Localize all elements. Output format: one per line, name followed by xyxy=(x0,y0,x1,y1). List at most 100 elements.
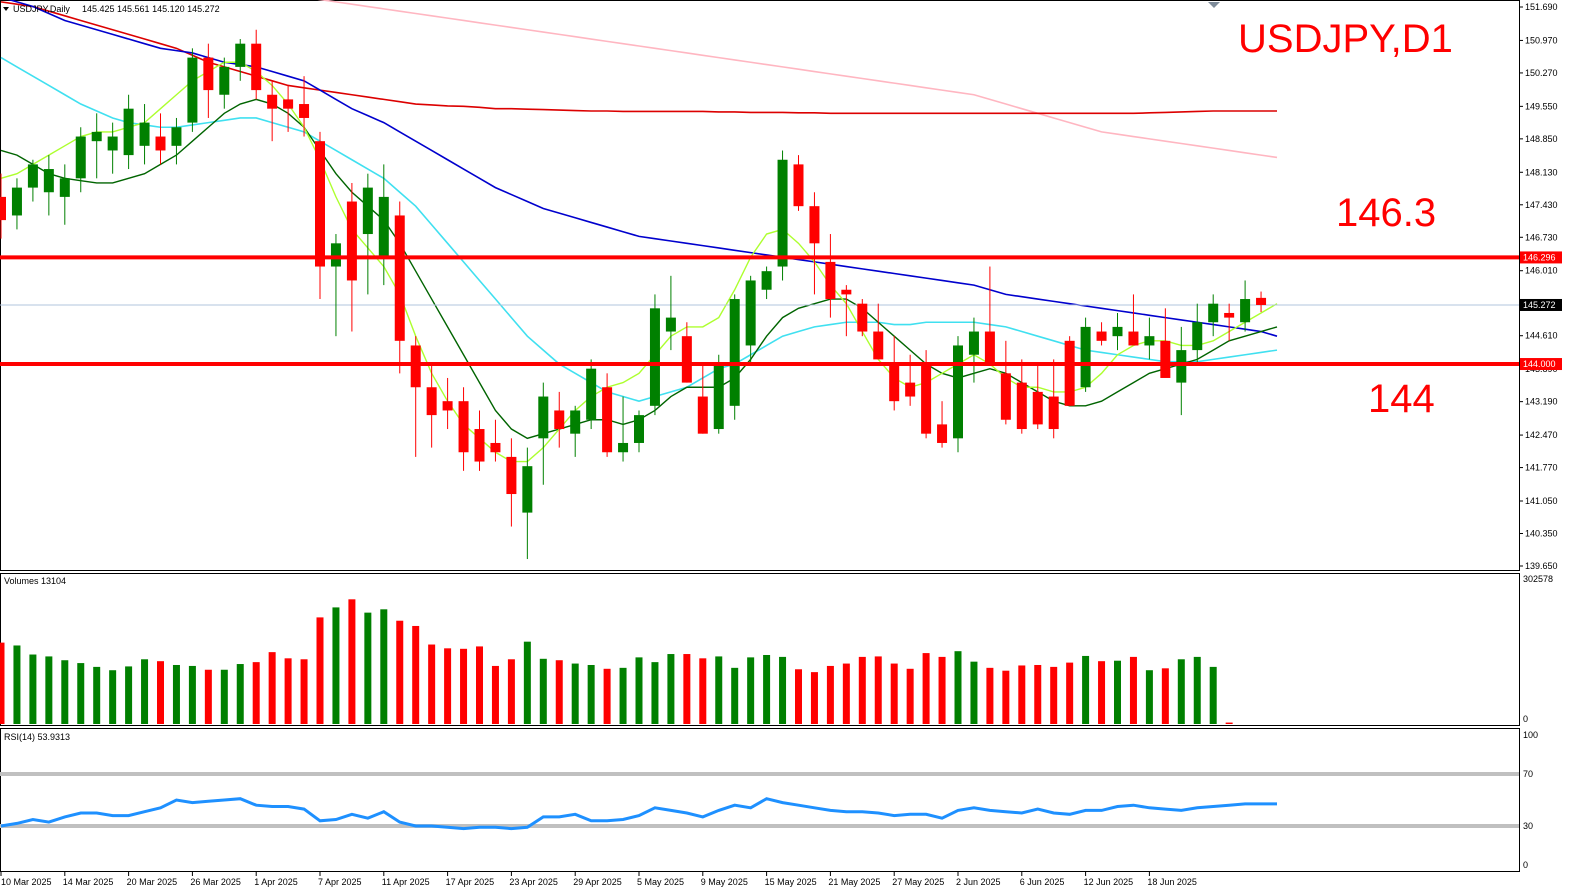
candle-body xyxy=(825,261,836,300)
volume-bar xyxy=(619,667,627,724)
candle xyxy=(474,410,485,471)
menu-triangle-icon[interactable] xyxy=(3,7,9,11)
volume-bar xyxy=(539,658,547,724)
candle-body xyxy=(315,141,325,267)
volume-bar xyxy=(476,646,483,724)
volume-bar xyxy=(141,659,149,724)
main-panel-frame xyxy=(0,0,1520,571)
resistance-annotation: 146.3 xyxy=(1336,191,1436,235)
candle-body xyxy=(554,410,565,430)
candle xyxy=(362,173,373,295)
price-tick-label: 142.470 xyxy=(1525,430,1558,440)
candle xyxy=(1208,294,1219,337)
volume-bar xyxy=(970,661,978,724)
volume-bar xyxy=(1098,661,1106,724)
candle-body xyxy=(1016,382,1027,430)
candle xyxy=(59,164,70,225)
candle-body xyxy=(410,345,421,388)
candle xyxy=(0,173,6,239)
candle-body xyxy=(59,178,70,197)
candle xyxy=(1112,312,1123,351)
volume-bar xyxy=(667,654,675,724)
candle xyxy=(442,377,453,430)
candle-body xyxy=(0,196,6,221)
candle-body xyxy=(346,201,357,281)
candle-body xyxy=(570,410,581,434)
candle xyxy=(1176,326,1187,416)
candle-body xyxy=(1048,396,1059,430)
volume-bar xyxy=(460,648,468,724)
candle-body xyxy=(586,368,597,420)
candle xyxy=(219,57,230,109)
candle xyxy=(155,113,166,165)
volume-bar xyxy=(428,644,436,724)
volume-bar xyxy=(220,669,228,724)
volume-bar xyxy=(922,653,930,724)
candle xyxy=(857,299,868,337)
volume-bar xyxy=(109,670,117,724)
candle-body xyxy=(921,364,932,434)
candle xyxy=(123,94,134,170)
candle-body xyxy=(1192,322,1203,351)
volume-bar xyxy=(507,659,515,724)
price-axis: 151.690 150.970 150.270 149.550 148.850 148.1… xyxy=(1519,2,1558,571)
volume-bar xyxy=(1193,656,1201,724)
candle xyxy=(761,266,772,300)
candle xyxy=(75,127,86,193)
volume-bar xyxy=(491,665,499,724)
candle xyxy=(27,159,38,202)
volume-bar xyxy=(651,662,659,724)
date-label: 26 Mar 2025 xyxy=(190,877,241,887)
date-label: 12 Jun 2025 xyxy=(1084,877,1134,887)
candle xyxy=(825,234,836,318)
date-label: 6 Jun 2025 xyxy=(1020,877,1065,887)
volume-bar xyxy=(396,620,404,724)
candle xyxy=(618,396,629,462)
symbol-info: USDJPY,Daily xyxy=(13,4,70,14)
volume-bar xyxy=(77,663,85,724)
volume-bar xyxy=(763,654,771,724)
level-tag-label: 144.000 xyxy=(1523,359,1556,369)
level-tag xyxy=(1520,358,1562,371)
volume-bar xyxy=(555,660,563,724)
candle xyxy=(410,336,421,457)
level-tag xyxy=(1520,251,1562,264)
volume-bar xyxy=(842,663,850,724)
volume-bar xyxy=(1082,655,1090,724)
ohlc-readout: 145.425 145.561 145.120 145.272 xyxy=(82,4,220,14)
candle xyxy=(251,29,262,100)
date-label: 2 Jun 2025 xyxy=(956,877,1001,887)
volume-bar xyxy=(348,599,356,724)
candle-body xyxy=(123,108,134,156)
candle-body xyxy=(1080,326,1091,388)
candle-body xyxy=(1176,350,1187,383)
date-label: 21 May 2025 xyxy=(828,877,880,887)
candle-body xyxy=(378,196,389,258)
price-tick-label: 144.610 xyxy=(1525,331,1558,341)
candle-body xyxy=(634,415,644,443)
volume-bar xyxy=(954,651,962,724)
volume-bar xyxy=(332,607,340,724)
candle-body xyxy=(187,57,198,123)
volume-bars xyxy=(0,599,1233,724)
candle-body xyxy=(857,303,868,332)
volume-max-label: 302578 xyxy=(1523,574,1553,584)
volume-bar xyxy=(715,656,723,724)
candle-body xyxy=(474,429,485,462)
volume-bar xyxy=(316,617,324,724)
candle-body xyxy=(984,331,995,365)
date-label: 1 Apr 2025 xyxy=(254,877,298,887)
candle-body xyxy=(330,243,341,267)
candle xyxy=(139,104,150,165)
candle-body xyxy=(618,442,629,453)
rsi-scale-label: 0 xyxy=(1523,860,1528,870)
current-price-tag-label: 145.272 xyxy=(1523,300,1556,310)
scroll-marker-icon[interactable] xyxy=(1208,2,1220,8)
candle xyxy=(777,150,788,281)
level-tag-label: 146.296 xyxy=(1523,252,1556,262)
candle-body xyxy=(1112,326,1123,337)
candle-body xyxy=(873,331,884,360)
volume-bar xyxy=(1002,670,1010,724)
candle xyxy=(283,85,294,132)
